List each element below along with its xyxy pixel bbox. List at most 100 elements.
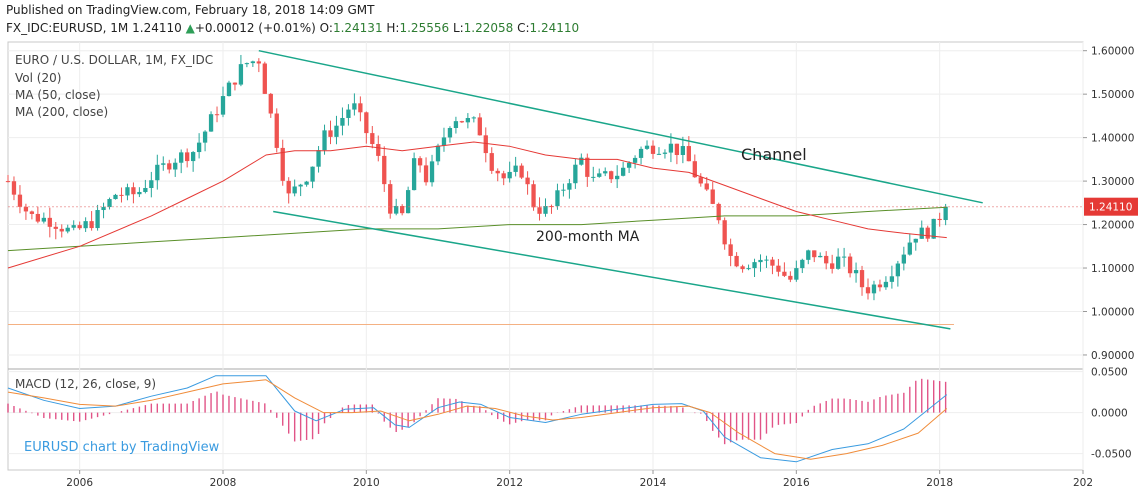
candle-down [525, 177, 530, 185]
candle-up [794, 268, 799, 280]
candle-down [17, 194, 23, 207]
candle-up [179, 152, 184, 163]
candle-down [364, 112, 369, 134]
y-tick-label: 1.20000 [1091, 220, 1134, 232]
candle-down [262, 63, 267, 94]
candle-up [800, 259, 805, 269]
candle-down [674, 143, 680, 156]
candle-down [280, 147, 285, 181]
candle-down [489, 153, 494, 171]
ma50-line [7, 141, 947, 269]
candle-up [603, 171, 608, 174]
candle-down [382, 155, 387, 185]
candle-down [698, 177, 703, 184]
candle-down [686, 146, 691, 162]
candle-up [907, 242, 912, 255]
candle-up [190, 152, 196, 162]
candle-down [788, 275, 793, 280]
x-tick-label: 2010 [353, 477, 380, 489]
candle-up [155, 164, 160, 181]
candle-up [591, 176, 596, 178]
candle-up [292, 186, 297, 194]
candle-up [620, 167, 626, 176]
candle-up [543, 206, 548, 214]
candle-up [465, 118, 471, 123]
candles-layer [5, 54, 948, 301]
candle-down [131, 187, 136, 195]
candle-up [853, 270, 859, 274]
candle-down [585, 157, 590, 177]
candle-up [818, 255, 823, 258]
candle-up [304, 181, 309, 185]
close-label: C: [517, 21, 530, 35]
candle-up [453, 121, 459, 129]
candle-down [692, 161, 697, 178]
candle-up [626, 162, 632, 168]
candle-down [5, 181, 11, 183]
candle-down [925, 227, 930, 239]
candle-up [668, 143, 674, 153]
candle-down [47, 217, 52, 227]
candle-up [250, 61, 256, 64]
candle-up [149, 180, 154, 188]
y-tick-label: 1.40000 [1091, 133, 1134, 145]
candle-down [232, 82, 238, 85]
candle-down [650, 145, 656, 154]
ma200-line [7, 206, 947, 252]
candle-up [889, 276, 895, 282]
candle-down [167, 163, 172, 170]
candle-up [746, 268, 751, 270]
x-tick-label: 2018 [926, 477, 953, 489]
candle-up [931, 218, 936, 239]
high-label: H: [386, 21, 400, 35]
macd-line [7, 375, 948, 463]
candle-up [471, 117, 476, 119]
candle-down [417, 158, 423, 166]
candle-up [394, 205, 399, 214]
candle-up [196, 142, 202, 153]
candle-down [728, 244, 733, 256]
legend-ma50: MA (50, close) [15, 88, 101, 102]
x-tick-label: 2014 [640, 477, 667, 489]
candle-down [328, 130, 333, 137]
candle-up [202, 131, 208, 143]
candle-up [310, 166, 315, 182]
candle-down [35, 213, 41, 222]
candle-up [758, 259, 763, 263]
candle-down [812, 250, 817, 258]
last-price: 1.24110 [132, 21, 182, 35]
candle-down [776, 265, 781, 272]
open-label: O: [319, 21, 333, 35]
candle-up [507, 171, 512, 179]
y-tick-label: 1.00000 [1091, 306, 1134, 318]
watermark: EURUSD chart by TradingView [24, 440, 220, 455]
candle-up [656, 153, 662, 155]
published-header: Published on TradingView.com, February 1… [6, 3, 374, 17]
candle-up [95, 210, 100, 229]
candle-down [734, 255, 739, 267]
candle-down [549, 206, 554, 208]
candle-down [495, 170, 500, 174]
candle-down [859, 270, 865, 288]
candle-up [161, 163, 166, 165]
candle-up [340, 117, 345, 126]
candle-up [806, 250, 811, 260]
symbol-label: FX_IDC:EURUSD, 1M [6, 21, 129, 35]
candle-down [119, 194, 124, 196]
x-tick-label: 202 [1073, 477, 1093, 489]
candle-up [561, 189, 566, 191]
candle-up [841, 256, 847, 258]
candle-up [220, 96, 226, 115]
candle-up [405, 190, 411, 214]
candle-up [83, 221, 88, 229]
candle-up [352, 103, 357, 110]
candle-down [477, 117, 482, 136]
candle-up [41, 217, 46, 222]
candle-down [537, 207, 542, 214]
high-value: 1.25556 [399, 21, 450, 35]
candle-up [919, 227, 924, 239]
last-price-badge [1084, 197, 1138, 216]
candle-down [722, 220, 727, 245]
close-value: 1.24110 [529, 21, 580, 35]
